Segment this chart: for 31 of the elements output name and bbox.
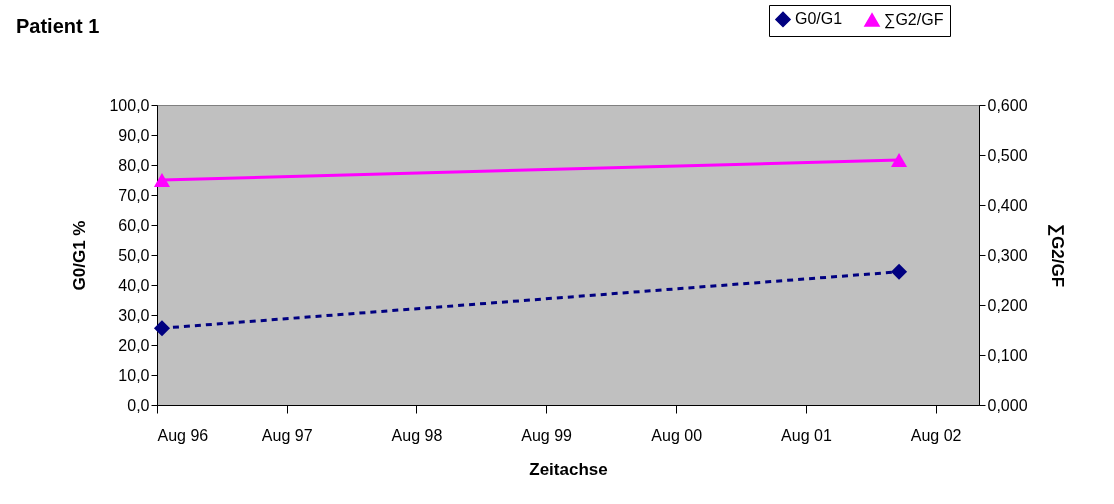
- y2-tick-label: 0,300: [987, 246, 1028, 264]
- y2-tick-label: 0,100: [987, 346, 1028, 364]
- y-axis-title: G0/G1 %: [70, 220, 90, 291]
- x-tick-label: Aug 99: [521, 426, 573, 444]
- x-axis-title: Zeitachse: [529, 459, 608, 479]
- legend-label: G0/G1: [795, 10, 843, 28]
- y-tick-label: 90,0: [118, 126, 150, 144]
- y2-tick-label: 0,000: [987, 396, 1028, 414]
- x-tick-label: Aug 00: [651, 426, 703, 444]
- y2-tick-label: 0,200: [987, 296, 1028, 314]
- legend-label: ∑G2/GF: [884, 10, 944, 29]
- y2-tick-label: 0,400: [987, 196, 1028, 214]
- y-tick-label: 100,0: [109, 96, 150, 114]
- x-tick-label: Aug 98: [391, 426, 443, 444]
- y2-tick-label: 0,600: [987, 96, 1028, 114]
- y-tick-label: 40,0: [118, 276, 150, 294]
- y2-axis-title: ∑G2/GF: [1047, 223, 1067, 288]
- x-tick-label: Aug 01: [781, 426, 832, 444]
- y-tick-label: 20,0: [118, 336, 150, 354]
- x-tick-label: Aug 97: [261, 426, 313, 444]
- y-tick-label: 10,0: [118, 366, 150, 384]
- chart-title: Patient 1: [15, 14, 100, 37]
- y-tick-label: 70,0: [118, 186, 150, 204]
- y-tick-label: 60,0: [118, 216, 150, 234]
- y-tick-label: 50,0: [118, 246, 150, 264]
- y-tick-label: 80,0: [118, 156, 150, 174]
- x-tick-label: Aug 96: [157, 426, 209, 444]
- x-tick-label: Aug 02: [910, 426, 962, 444]
- y-tick-label: 30,0: [118, 306, 150, 324]
- y-tick-label: 0,0: [127, 396, 150, 414]
- y2-tick-label: 0,500: [987, 146, 1028, 164]
